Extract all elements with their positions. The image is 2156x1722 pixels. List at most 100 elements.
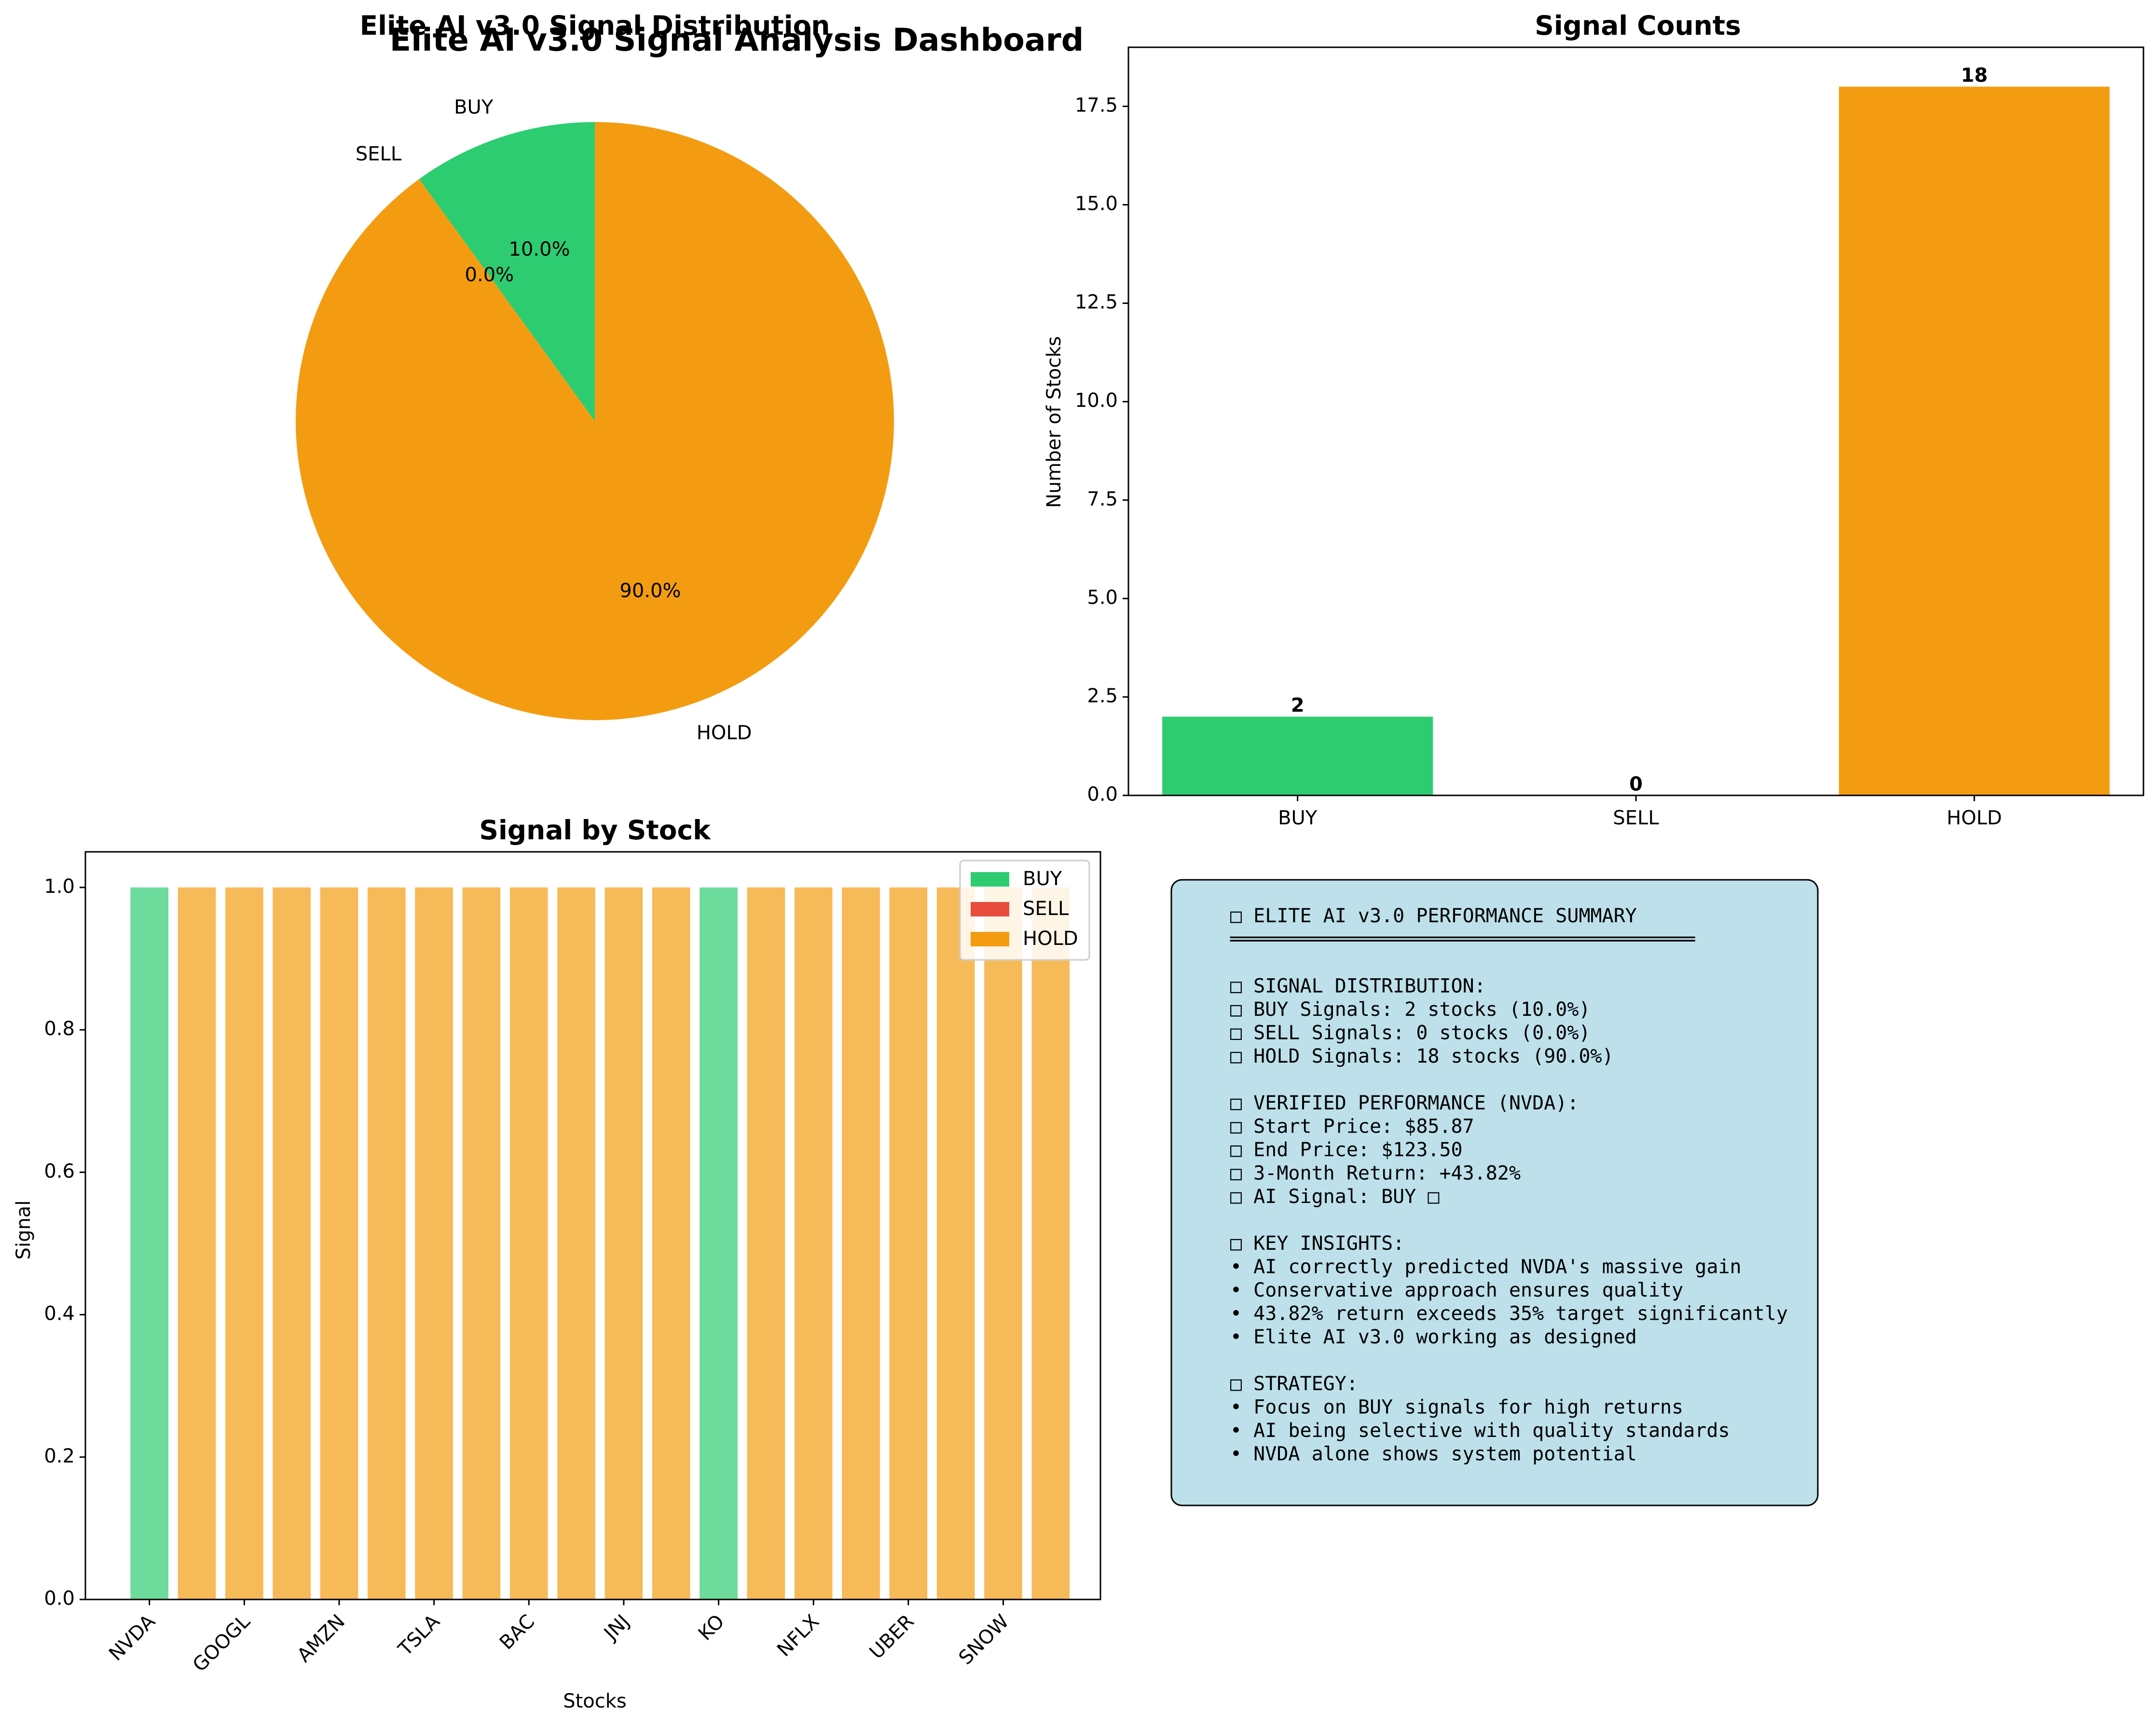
summary-line: □ KEY INSIGHTS: — [1230, 1232, 1404, 1255]
count-ytick-label: 17.5 — [1075, 94, 1118, 116]
count-value-label: 18 — [1961, 65, 1988, 87]
pie-chart: Elite AI v3.0 Signal Distribution BUY 10.… — [295, 10, 894, 744]
stock-bar-hold — [320, 887, 358, 1599]
stock-xtick-label: NFLX — [773, 1611, 824, 1661]
pie-label-sell: SELL — [356, 143, 402, 165]
stock-bar-hold — [889, 887, 928, 1599]
stock-ytick-label: 0.6 — [44, 1160, 75, 1182]
stock-bar-hold — [1031, 887, 1070, 1599]
summary-line: • 43.82% return exceeds 35% target signi… — [1230, 1303, 1788, 1325]
summary-line: □ SELL Signals: 0 stocks (0.0%) — [1230, 1022, 1591, 1044]
summary-line: • NVDA alone shows system potential — [1230, 1443, 1637, 1465]
count-ytick-label: 2.5 — [1087, 685, 1118, 707]
pie-pct-hold: 90.0% — [619, 580, 681, 602]
count-bar-hold — [1839, 86, 2110, 795]
legend-swatch-hold — [971, 932, 1009, 946]
legend-swatch-sell — [971, 902, 1009, 916]
summary-box — [1170, 879, 1819, 1506]
count-ytick-label: 0.0 — [1087, 783, 1118, 806]
count-xtick-label: BUY — [1278, 807, 1318, 829]
stock-bar-hold — [415, 887, 453, 1599]
stock-bar-hold — [842, 887, 880, 1599]
pie-slices — [295, 122, 894, 720]
count-value-label: 0 — [1629, 773, 1643, 795]
stock-xtick-label: NVDA — [105, 1610, 160, 1665]
stock-xtick-label: SNOW — [955, 1611, 1014, 1669]
stock-bar-buy — [130, 887, 169, 1599]
stock-ytick-label: 0.0 — [44, 1587, 75, 1610]
count-value-label: 2 — [1291, 695, 1305, 717]
stock-ytick-label: 0.8 — [44, 1018, 75, 1040]
summary-line: □ AI Signal: BUY □ — [1230, 1186, 1439, 1208]
count-xtick-label: SELL — [1613, 807, 1659, 829]
count-bar-buy — [1162, 716, 1433, 795]
pie-pct-sell: 0.0% — [465, 264, 514, 286]
pie-slice-buy — [419, 122, 595, 421]
stock-bar-hold — [652, 887, 690, 1599]
summary-line: □ SIGNAL DISTRIBUTION: — [1230, 975, 1486, 998]
signal-counts-chart: Signal Counts 2 0 18 BUY SELL HOLD 0.0 2.5 5.0 7… — [1043, 10, 2144, 829]
summary-line: • AI being selective with quality standa… — [1230, 1420, 1730, 1442]
stocks-ylabel: Signal — [13, 1201, 35, 1260]
stock-bar-hold — [225, 887, 263, 1599]
legend-label-buy: BUY — [1023, 868, 1062, 890]
stock-bar-buy — [700, 887, 738, 1599]
legend-label-hold: HOLD — [1023, 928, 1078, 950]
summary-line: □ HOLD Signals: 18 stocks (90.0%) — [1230, 1045, 1614, 1067]
stock-xtick-label: JNJ — [599, 1611, 633, 1645]
count-ytick-label: 7.5 — [1087, 488, 1118, 510]
count-ytick-label: 10.0 — [1075, 390, 1118, 412]
stock-xtick-label: BAC — [495, 1611, 539, 1654]
pie-pct-buy: 10.0% — [509, 238, 570, 260]
counts-frame — [1127, 46, 2144, 796]
counts-title: Signal Counts — [1535, 10, 1741, 41]
pie-label-buy: BUY — [454, 96, 494, 118]
summary-line: □ Start Price: $85.87 — [1230, 1116, 1474, 1138]
dashboard-title: Elite AI v3.0 Signal Analysis Dashboard — [390, 22, 1084, 58]
count-ytick-label: 12.5 — [1075, 291, 1118, 314]
signal-by-stock-chart: Signal by Stock NVDA GOOGL AMZN TSLA BAC JNJ K… — [13, 815, 1101, 1712]
stock-bar-hold — [367, 887, 406, 1599]
summary-line: • Focus on BUY signals for high returns — [1230, 1396, 1683, 1419]
summary-line: □ End Price: $123.50 — [1230, 1139, 1463, 1161]
stock-ytick-label: 0.2 — [44, 1445, 75, 1467]
stock-bar-hold — [462, 887, 501, 1599]
summary-line: • AI correctly predicted NVDA's massive … — [1230, 1256, 1742, 1278]
stock-bar-hold — [557, 887, 595, 1599]
counts-axes: BUY SELL HOLD 0.0 2.5 5.0 7.5 10.0 12.5 15.0 17.5 — [1075, 46, 2144, 829]
stock-xtick-label: GOOGL — [189, 1610, 255, 1676]
pie-label-hold: HOLD — [697, 722, 752, 744]
pie-slice-hold — [295, 122, 894, 720]
summary-line: ════════════════════════════════════════ — [1230, 929, 1695, 951]
stock-bar-hold — [509, 887, 548, 1599]
pie-title: Elite AI v3.0 Signal Distribution — [360, 10, 830, 41]
summary-line: □ BUY Signals: 2 stocks (10.0%) — [1230, 998, 1591, 1021]
count-xtick-label: HOLD — [1947, 807, 2002, 829]
stocks-title: Signal by Stock — [479, 815, 711, 846]
pie-labels: BUY 10.0% SELL 0.0% HOLD 90.0% — [356, 96, 752, 744]
summary-line: □ STRATEGY: — [1230, 1373, 1358, 1395]
summary-line: • Elite AI v3.0 working as designed — [1230, 1326, 1637, 1348]
stocks-legend: BUY SELL HOLD — [959, 860, 1090, 961]
count-ytick-label: 5.0 — [1087, 587, 1118, 609]
stock-bar-hold — [936, 887, 975, 1599]
stock-ytick-label: 1.0 — [44, 875, 75, 898]
summary-line: • Conservative approach ensures quality — [1230, 1279, 1683, 1301]
stock-ytick-label: 0.4 — [44, 1303, 75, 1325]
stocks-frame — [84, 851, 1101, 1600]
summary-panel: □ ELITE AI v3.0 PERFORMANCE SUMMARY═════… — [1170, 879, 1819, 1506]
stock-bar-hold — [178, 887, 216, 1599]
summary-line: □ 3-Month Return: +43.82% — [1230, 1162, 1521, 1185]
stock-bar-hold — [604, 887, 643, 1599]
count-ytick-label: 15.0 — [1075, 193, 1118, 215]
stock-bar-hold — [984, 887, 1022, 1599]
stocks-xlabel: Stocks — [563, 1690, 627, 1712]
legend-label-sell: SELL — [1023, 898, 1069, 920]
stocks-bars — [130, 887, 1070, 1599]
counts-ylabel: Number of Stocks — [1043, 336, 1065, 508]
summary-text: □ ELITE AI v3.0 PERFORMANCE SUMMARY═════… — [1230, 905, 1788, 1465]
stock-xtick-label: TSLA — [394, 1610, 444, 1661]
stock-bar-hold — [273, 887, 311, 1599]
legend-swatch-buy — [971, 872, 1009, 887]
